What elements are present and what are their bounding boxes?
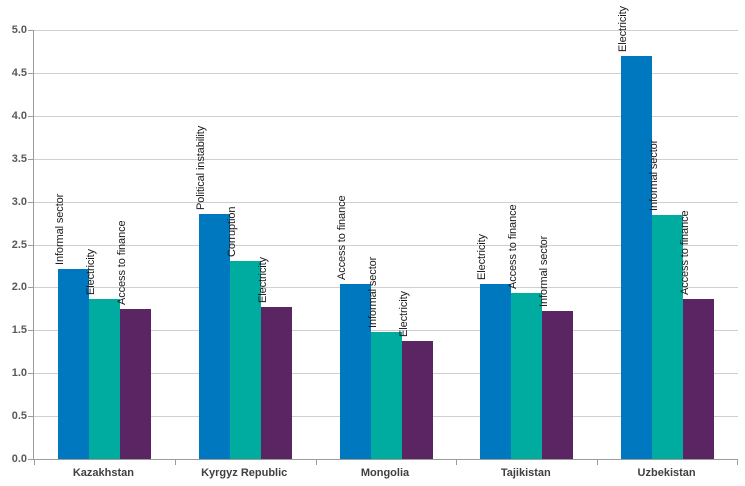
y-axis-tick — [28, 373, 34, 375]
y-axis-tick — [28, 330, 34, 332]
y-axis-tick-label: 2.5 — [11, 238, 27, 251]
bar — [370, 332, 402, 459]
y-axis-tick — [28, 158, 34, 160]
bar-label: Access to finance — [507, 204, 520, 289]
category-label: Kazakhstan — [72, 467, 134, 479]
y-axis-tick-label: 0.0 — [11, 453, 27, 465]
y-axis-tick-label: 2.0 — [11, 281, 27, 294]
y-axis-tick — [28, 201, 34, 203]
y-axis-tick — [28, 244, 34, 246]
plot-area: Informal sector Electricity Access to fina… — [28, 6, 738, 465]
x-axis-tick — [597, 459, 599, 465]
x-axis-tick — [456, 459, 458, 465]
y-axis-tick — [28, 115, 34, 117]
bar-label: Informal sector — [53, 194, 66, 266]
y-axis-tick — [28, 416, 34, 418]
bar-label: Electricity — [256, 257, 269, 304]
bar — [229, 260, 261, 459]
gridline — [34, 158, 738, 160]
category-label: Kyrgyz Republic — [201, 467, 288, 479]
y-axis-tick — [28, 72, 34, 74]
bar — [88, 298, 120, 459]
bar-label: Electricity — [476, 234, 489, 280]
gridline — [34, 201, 738, 203]
y-axis-tick-label: 1.5 — [11, 324, 27, 337]
y-axis-tick-label: 1.0 — [11, 367, 27, 380]
gridline — [34, 244, 738, 246]
bar — [683, 299, 715, 459]
x-axis-tick — [174, 459, 176, 465]
y-axis-tick-label: 3.5 — [11, 152, 27, 165]
x-axis-tick — [34, 459, 35, 465]
bar-label: Informal sector — [648, 140, 661, 212]
bar-label: Informal sector — [366, 256, 379, 329]
bar-label: Electricity — [617, 5, 630, 52]
bar-label: Access to finance — [115, 220, 128, 305]
y-axis-tick-label: 5.0 — [11, 24, 27, 36]
gridline — [34, 72, 738, 74]
x-axis-tick — [737, 459, 738, 465]
bar-label: Corruption — [225, 206, 238, 257]
bar-label: Informal sector — [538, 235, 551, 307]
bar — [119, 308, 151, 459]
bar — [57, 269, 89, 459]
bar-label: Electricity — [84, 248, 97, 295]
gridline — [34, 115, 738, 117]
gridline — [34, 30, 738, 31]
bar-label: Electricity — [397, 291, 410, 338]
bar-label: Access to finance — [679, 210, 692, 296]
y-axis-tick-label: 0.5 — [11, 410, 27, 423]
bar — [542, 310, 574, 459]
y-axis-tick — [28, 30, 34, 31]
bar — [198, 213, 230, 459]
bar — [401, 341, 433, 459]
bar — [621, 55, 653, 459]
y-axis-tick — [28, 459, 34, 460]
y-axis-tick-label: 4.0 — [11, 109, 27, 122]
x-axis-tick — [315, 459, 317, 465]
category-label: Uzbekistan — [637, 467, 696, 479]
y-axis-tick-label: 3.0 — [11, 195, 27, 208]
bar-label: Access to finance — [335, 195, 348, 280]
category-label: Tajikistan — [500, 467, 551, 479]
bar — [511, 292, 543, 459]
bar — [480, 283, 512, 459]
bar — [652, 215, 684, 459]
bar — [339, 283, 371, 459]
y-axis-tick — [28, 287, 34, 289]
gridline — [34, 330, 738, 332]
category-label: Mongolia — [360, 467, 410, 479]
bar — [260, 307, 292, 459]
y-axis-tick-label: 4.5 — [11, 66, 27, 79]
bar-label: Political instability — [194, 125, 207, 210]
gridline — [34, 287, 738, 289]
